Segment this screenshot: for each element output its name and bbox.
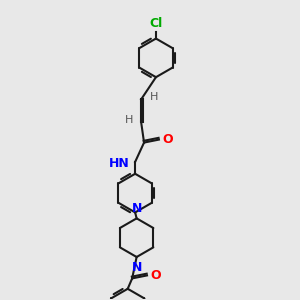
Text: H: H <box>124 115 133 125</box>
Text: N: N <box>131 261 142 274</box>
Text: H: H <box>149 92 158 101</box>
Text: O: O <box>163 133 173 146</box>
Text: N: N <box>131 202 142 215</box>
Text: Cl: Cl <box>149 17 163 30</box>
Text: HN: HN <box>109 157 130 170</box>
Text: O: O <box>151 269 161 282</box>
